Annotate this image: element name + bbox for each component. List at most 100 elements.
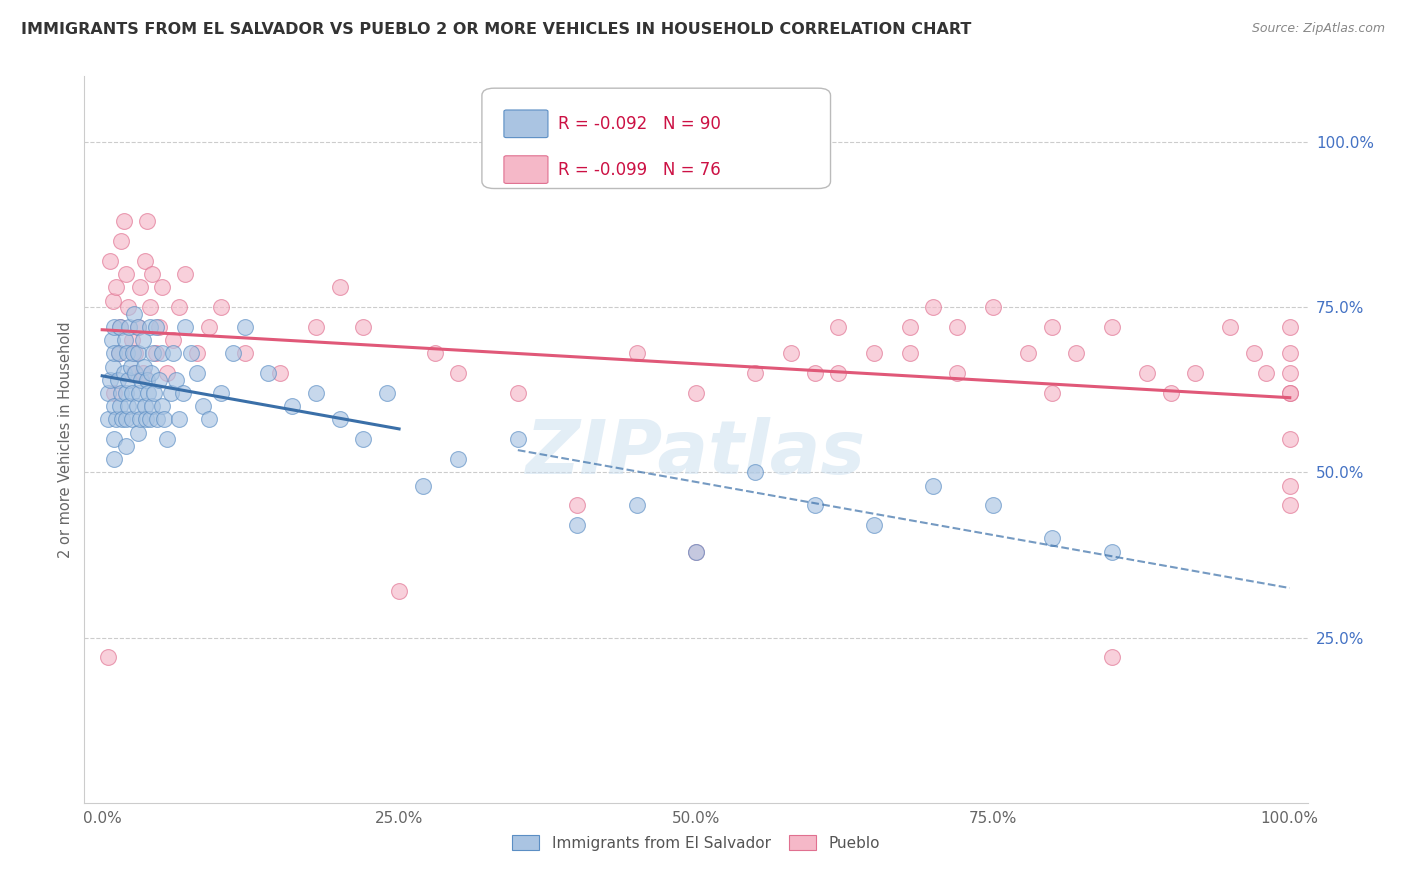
Point bbox=[139, 366, 162, 380]
Point bbox=[111, 412, 134, 426]
Point bbox=[117, 399, 139, 413]
FancyBboxPatch shape bbox=[482, 88, 831, 188]
Point bbox=[198, 320, 221, 334]
Point bbox=[1219, 320, 1241, 334]
Point bbox=[136, 214, 159, 228]
Point bbox=[222, 346, 245, 360]
Point bbox=[127, 425, 149, 440]
Point bbox=[135, 412, 157, 426]
Point bbox=[117, 300, 139, 314]
Point bbox=[142, 346, 165, 360]
Point bbox=[827, 320, 849, 334]
Point bbox=[922, 300, 945, 314]
Point bbox=[112, 214, 135, 228]
Point bbox=[101, 293, 124, 308]
Point bbox=[153, 412, 176, 426]
Point bbox=[146, 412, 169, 426]
Point bbox=[108, 320, 131, 334]
Point bbox=[946, 366, 969, 380]
Point bbox=[863, 518, 886, 533]
Point bbox=[744, 366, 766, 380]
Point bbox=[121, 386, 143, 401]
Point bbox=[165, 373, 187, 387]
Point bbox=[134, 253, 156, 268]
Point bbox=[567, 499, 589, 513]
Point bbox=[138, 412, 160, 426]
FancyBboxPatch shape bbox=[503, 156, 548, 184]
Point bbox=[1254, 366, 1277, 380]
Point bbox=[141, 399, 163, 413]
Text: R = -0.092   N = 90: R = -0.092 N = 90 bbox=[558, 115, 721, 133]
Point bbox=[447, 366, 470, 380]
Point bbox=[1278, 386, 1301, 401]
Point bbox=[97, 386, 120, 401]
Point bbox=[122, 307, 145, 321]
Point bbox=[108, 320, 131, 334]
Point bbox=[412, 478, 434, 492]
Point bbox=[134, 399, 156, 413]
Point bbox=[1101, 650, 1123, 665]
Point bbox=[352, 320, 374, 334]
Point bbox=[233, 320, 256, 334]
Point bbox=[127, 320, 149, 334]
Point bbox=[567, 518, 589, 533]
Point bbox=[162, 346, 184, 360]
Point bbox=[110, 234, 132, 248]
Point bbox=[685, 386, 707, 401]
Point bbox=[132, 359, 155, 374]
Point bbox=[257, 366, 280, 380]
Point bbox=[305, 320, 328, 334]
Point bbox=[156, 432, 179, 446]
Point bbox=[131, 366, 153, 380]
Point bbox=[744, 466, 766, 480]
Point bbox=[127, 320, 149, 334]
Point bbox=[169, 412, 191, 426]
Point bbox=[981, 499, 1004, 513]
Point bbox=[269, 366, 291, 380]
Point bbox=[128, 386, 150, 401]
Point bbox=[101, 359, 124, 374]
Point bbox=[1278, 432, 1301, 446]
Point bbox=[138, 320, 160, 334]
Point bbox=[162, 333, 184, 347]
Point bbox=[174, 267, 197, 281]
Point bbox=[100, 333, 122, 347]
Point bbox=[112, 366, 135, 380]
Point bbox=[898, 320, 921, 334]
Point bbox=[105, 412, 128, 426]
Point bbox=[423, 346, 446, 360]
Point bbox=[388, 584, 411, 599]
Point bbox=[117, 373, 139, 387]
Point bbox=[143, 386, 166, 401]
Point bbox=[780, 346, 803, 360]
Point bbox=[803, 499, 825, 513]
Point bbox=[114, 333, 136, 347]
Point bbox=[946, 320, 969, 334]
Point bbox=[120, 359, 142, 374]
Point bbox=[127, 346, 149, 360]
Point bbox=[209, 300, 232, 314]
Point bbox=[447, 452, 470, 467]
Point bbox=[103, 386, 125, 401]
Point bbox=[174, 320, 197, 334]
Point bbox=[105, 280, 128, 294]
Point bbox=[1064, 346, 1087, 360]
Point bbox=[1278, 346, 1301, 360]
Point bbox=[1101, 320, 1123, 334]
Text: ZIPatlas: ZIPatlas bbox=[526, 417, 866, 491]
Point bbox=[131, 373, 153, 387]
Point bbox=[122, 346, 145, 360]
Point bbox=[141, 267, 163, 281]
Point bbox=[97, 412, 120, 426]
Point bbox=[1278, 386, 1301, 401]
Point bbox=[103, 399, 125, 413]
Point bbox=[1278, 499, 1301, 513]
Point bbox=[100, 373, 122, 387]
Point bbox=[305, 386, 328, 401]
Point bbox=[115, 267, 138, 281]
Point bbox=[375, 386, 398, 401]
Point bbox=[136, 373, 159, 387]
Point bbox=[329, 412, 352, 426]
Point bbox=[148, 373, 170, 387]
Point bbox=[131, 333, 153, 347]
